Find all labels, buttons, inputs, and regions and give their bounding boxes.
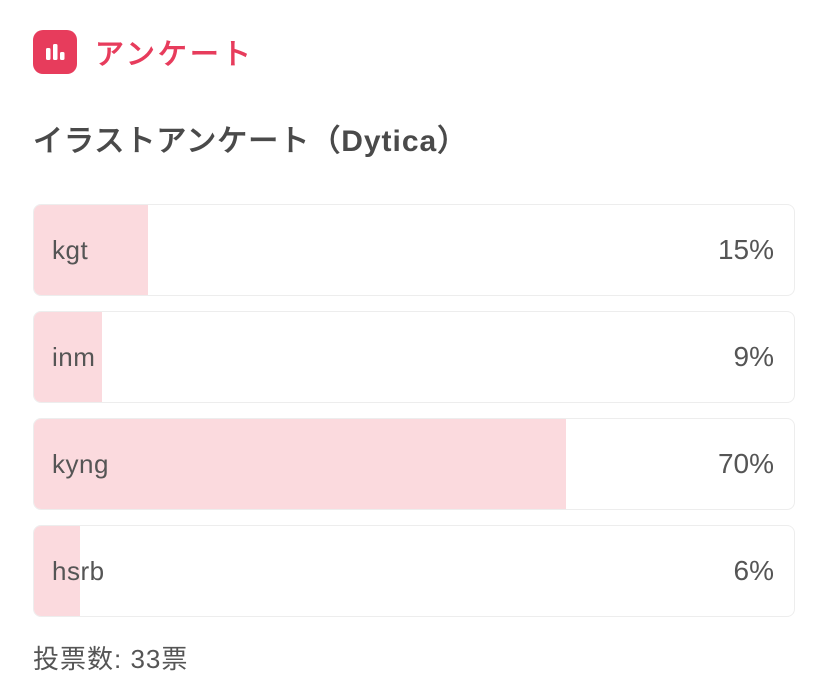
poll-option-row[interactable]: kgt 15% xyxy=(33,204,795,296)
option-percent: 70% xyxy=(717,448,774,479)
vote-count: 投票数: 33票 xyxy=(33,644,189,674)
option-percent: 15% xyxy=(717,234,774,265)
option-label: hsrb xyxy=(52,555,105,586)
option-label: inm xyxy=(52,341,96,372)
bar-chart-icon xyxy=(33,30,77,74)
option-percent: 9% xyxy=(733,341,774,372)
option-bar-fill xyxy=(34,419,566,509)
poll-option-row[interactable]: kyng 70% xyxy=(33,418,795,510)
option-label: kyng xyxy=(52,448,109,479)
option-bar-fill xyxy=(34,312,103,402)
option-label: kgt xyxy=(52,234,89,265)
poll-option-row[interactable]: hsrb 6% xyxy=(33,525,795,617)
option-bar-fill xyxy=(34,205,148,295)
poll-title: イラストアンケート（Dytica） xyxy=(33,125,469,158)
poll-option-row[interactable]: inm 9% xyxy=(33,311,795,403)
option-bar-fill xyxy=(34,526,80,616)
poll-options-list: kgt 15% inm 9% kyng 70% hsrb 6% xyxy=(33,204,795,617)
poll-header: アンケート xyxy=(33,30,795,74)
poll-header-label: アンケート xyxy=(95,39,254,71)
option-percent: 6% xyxy=(733,555,774,586)
